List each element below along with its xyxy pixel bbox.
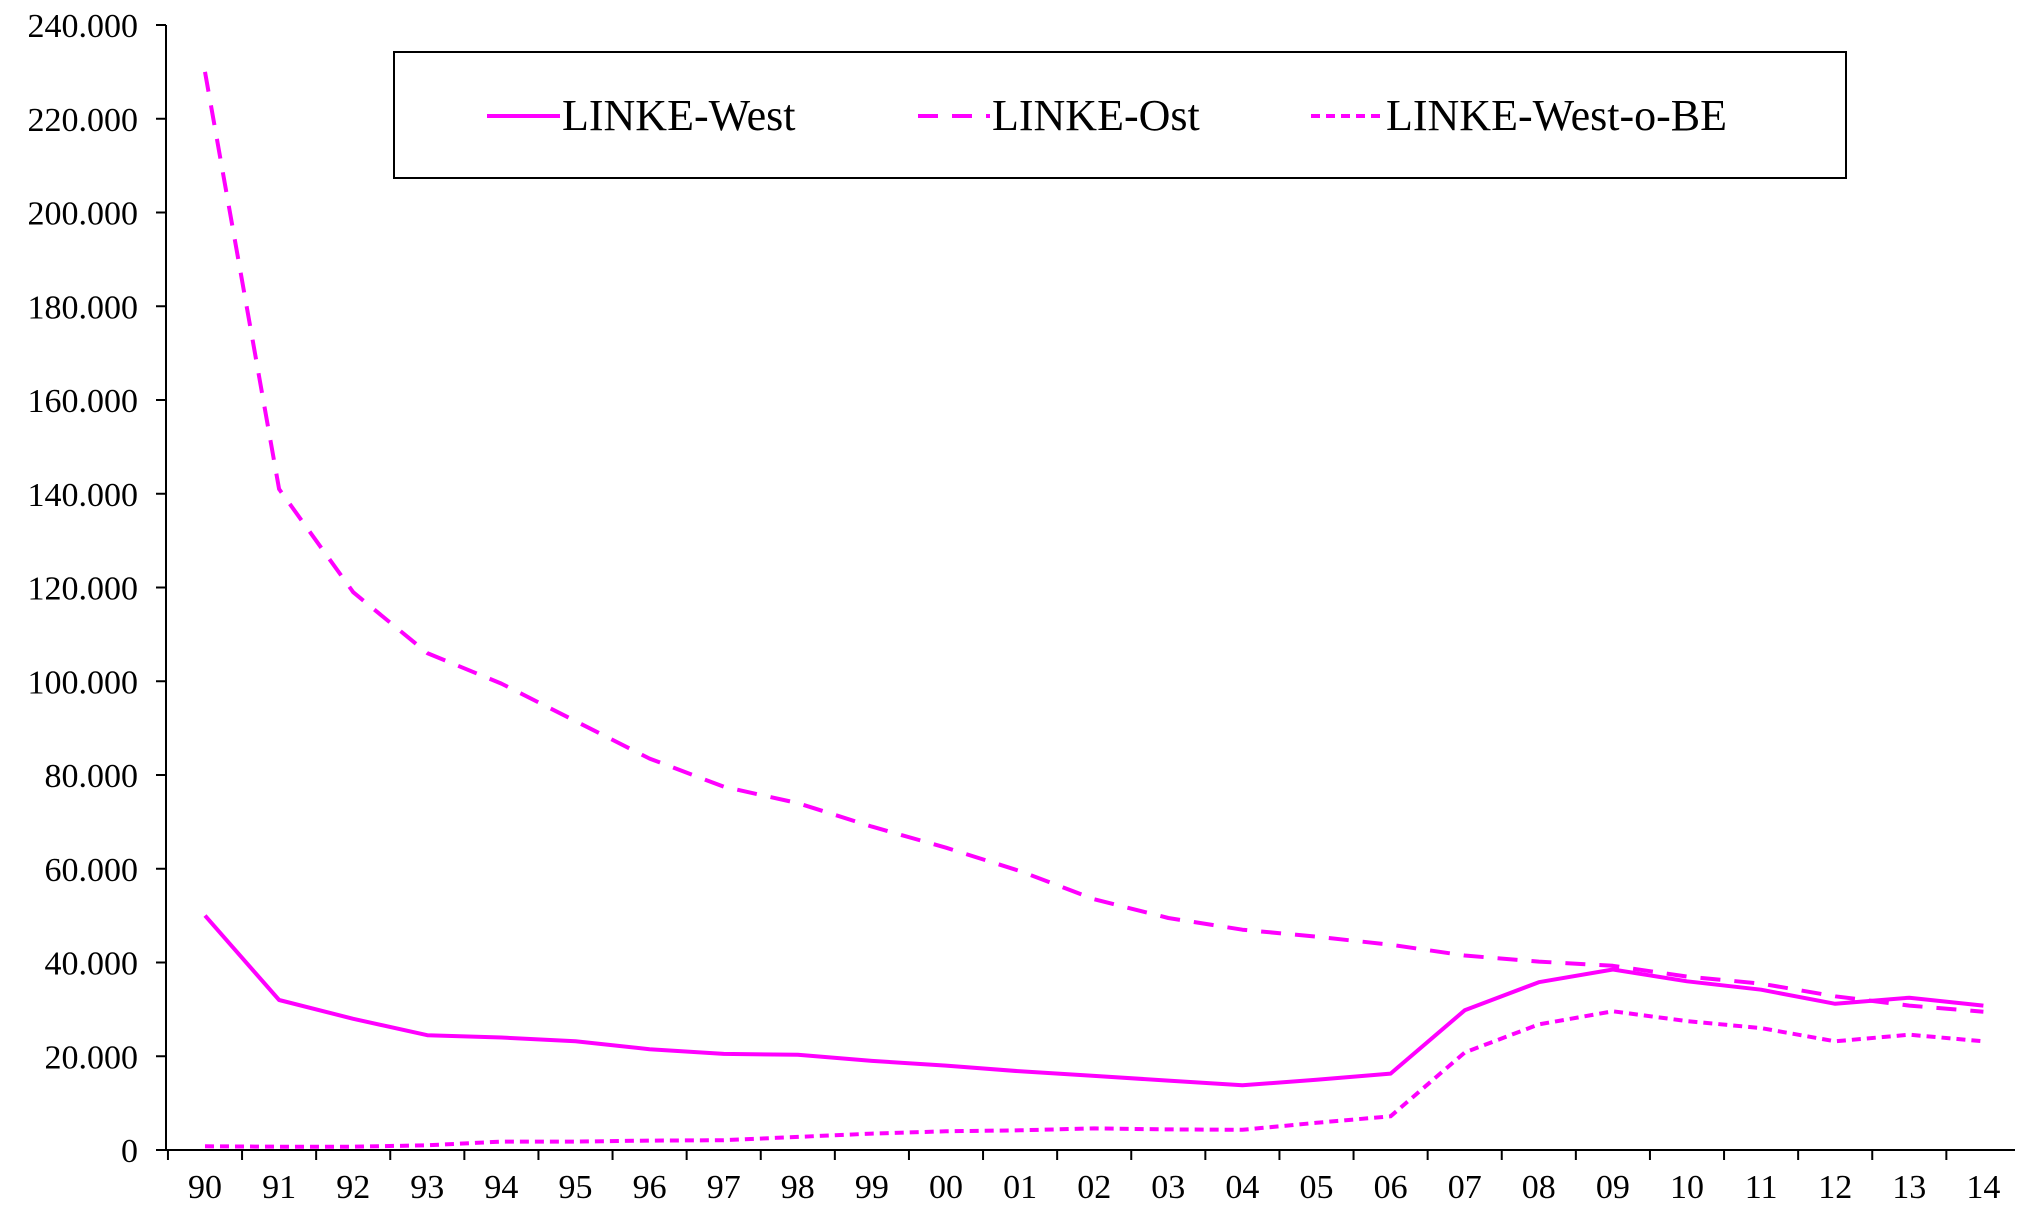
x-tick-label: 12 (1818, 1169, 1852, 1206)
x-tick-label: 95 (559, 1169, 593, 1206)
axes-layer: 0 20.000 40.000 60.000 80.000 100.000 120.000 1… (28, 8, 2015, 1206)
x-tick-label: 90 (188, 1169, 222, 1206)
x-tick-label: 14 (1966, 1169, 2000, 1206)
x-tick-label: 06 (1374, 1169, 1408, 1206)
x-tick-label: 01 (1003, 1169, 1037, 1206)
legend: LINKE-West LINKE-Ost LINKE-West-o-BE (393, 51, 1847, 179)
x-tick-label: 92 (336, 1169, 370, 1206)
y-tick-label: 220.000 (28, 102, 139, 139)
x-tick-label: 98 (781, 1169, 815, 1206)
x-tick-label: 02 (1077, 1169, 1111, 1206)
x-tick-label: 09 (1596, 1169, 1630, 1206)
x-tick-label: 03 (1151, 1169, 1185, 1206)
legend-label-linke-west-o-be: LINKE-West-o-BE (1386, 91, 1727, 140)
x-tick-label: 05 (1300, 1169, 1334, 1206)
y-tick-label: 60.000 (45, 852, 139, 889)
series-line-linke-west-o-be (204, 1009, 1984, 1149)
x-tick-label: 07 (1448, 1169, 1482, 1206)
x-tick-label: 13 (1892, 1169, 1926, 1206)
legend-label-linke-west: LINKE-West (562, 91, 796, 140)
y-tick-label: 80.000 (45, 758, 139, 795)
y-tick-label: 200.000 (28, 196, 139, 233)
series-line-linke-west (203, 914, 1984, 1088)
x-tick-label: 93 (410, 1169, 444, 1206)
series-line-linke-ost (203, 71, 1984, 1014)
y-tick-label: 40.000 (45, 946, 139, 983)
y-tick-label: 120.000 (28, 571, 139, 608)
y-tick-label: 0 (121, 1133, 138, 1170)
y-tick-label: 160.000 (28, 383, 139, 420)
x-tick-label: 11 (1745, 1169, 1778, 1206)
legend-box (393, 51, 1847, 179)
x-tick-label: 91 (262, 1169, 296, 1206)
x-tick-label: 08 (1522, 1169, 1556, 1206)
x-tick-label: 99 (855, 1169, 889, 1206)
y-tick-label: 240.000 (28, 8, 139, 45)
x-tick-label: 97 (707, 1169, 741, 1206)
x-tick-label: 04 (1225, 1169, 1259, 1206)
x-tick-label: 00 (929, 1169, 963, 1206)
series-layer (203, 71, 1984, 1149)
y-tick-label: 100.000 (28, 664, 139, 701)
legend-label-linke-ost: LINKE-Ost (992, 91, 1200, 140)
y-tick-label: 180.000 (28, 289, 139, 326)
x-tick-label: 96 (633, 1169, 667, 1206)
y-tick-label: 20.000 (45, 1039, 139, 1076)
y-tick-label: 140.000 (28, 477, 139, 514)
x-tick-label: 10 (1670, 1169, 1704, 1206)
x-tick-label: 94 (484, 1169, 518, 1206)
